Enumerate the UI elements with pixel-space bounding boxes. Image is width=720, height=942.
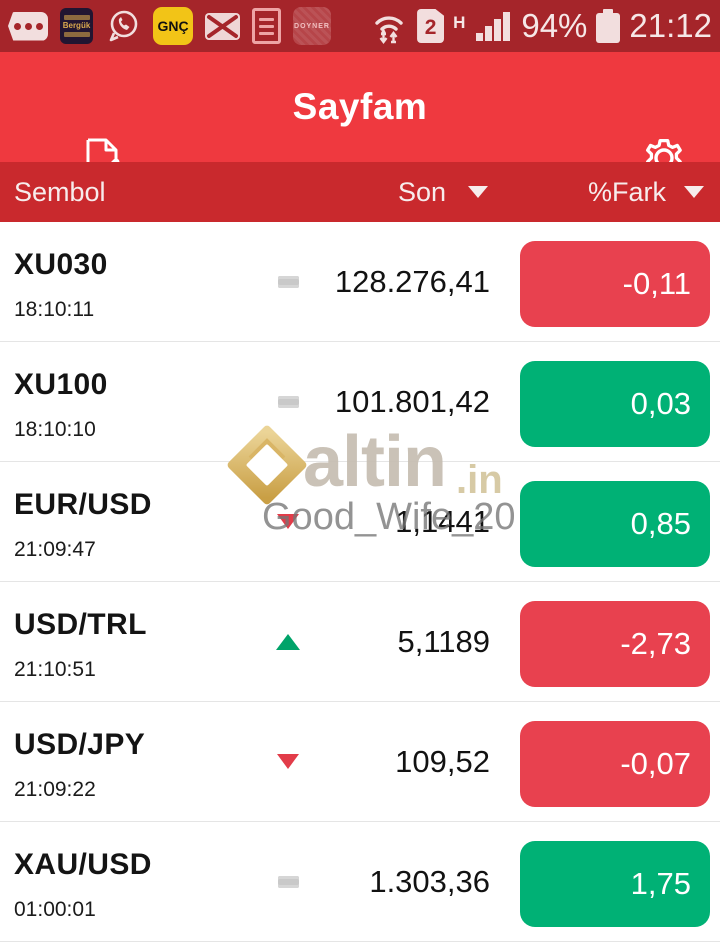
last-price: 1,1441 [395, 503, 490, 539]
wifi-data-icon [375, 16, 403, 44]
quote-row[interactable]: USD/TRL 21:10:51 5,1189 -2,73 [0, 582, 720, 702]
bergyk-app-icon: Bergük [60, 8, 93, 44]
more-notifications-icon [8, 11, 48, 41]
doyner-app-icon: DOYNER [293, 7, 331, 45]
quote-row[interactable]: XAU/USD 01:00:01 1.303,36 1,75 [0, 822, 720, 942]
last-price: 101.801,42 [334, 383, 490, 419]
quote-timestamp: 21:09:47 [14, 538, 96, 561]
percent-change-badge: 0,03 [520, 361, 710, 447]
network-type-indicator: H [453, 13, 466, 32]
quote-timestamp: 21:10:51 [14, 658, 96, 681]
signal-strength-icon [476, 12, 511, 41]
last-price: 5,1189 [397, 623, 490, 659]
last-price: 128.276,41 [334, 263, 490, 299]
clock: 21:12 [629, 7, 712, 44]
symbol-label: USD/JPY [14, 728, 146, 761]
status-indicators: 2 H 94% 21:12 [370, 7, 712, 45]
doyner-app-label: DOYNER [294, 22, 330, 30]
symbol-label: EUR/USD [14, 488, 152, 521]
sim-slot-number: 2 [424, 16, 437, 39]
battery-percent: 94% [521, 7, 588, 44]
chevron-down-icon [684, 186, 704, 198]
direction-indicator [270, 822, 306, 941]
symbol-label: XU100 [14, 368, 108, 401]
quote-timestamp: 01:00:01 [14, 898, 96, 921]
status-bar: Bergük GNÇ DOYNER [0, 0, 720, 52]
app-header: Sayfam [0, 52, 720, 182]
percent-change-badge: -0,07 [520, 721, 710, 807]
page-title: Sayfam [292, 86, 428, 127]
quote-row[interactable]: XU100 18:10:10 101.801,42 0,03 [0, 342, 720, 462]
gnc-app-icon: GNÇ [153, 7, 193, 45]
column-symbol-label: Sembol [14, 176, 106, 207]
receipt-icon [252, 8, 281, 44]
percent-change-badge: -2,73 [520, 601, 710, 687]
notification-icons: Bergük GNÇ DOYNER [8, 7, 331, 45]
percent-change-badge: -0,11 [520, 241, 710, 327]
symbol-label: USD/TRL [14, 608, 147, 641]
down-arrow-icon [277, 754, 299, 769]
chevron-down-icon [468, 186, 489, 198]
quote-row[interactable]: XU030 18:10:11 128.276,41 -0,11 [0, 222, 720, 342]
up-arrow-icon [276, 633, 300, 650]
whatsapp-icon [105, 8, 141, 44]
direction-indicator [270, 222, 306, 341]
flat-tick-icon [277, 875, 299, 888]
quote-row[interactable]: USD/JPY 21:09:22 109,52 -0,07 [0, 702, 720, 822]
sort-by-change-button[interactable]: %Fark [588, 177, 704, 208]
symbol-label: XU030 [14, 248, 108, 281]
flat-tick-icon [277, 275, 299, 288]
percent-change-badge: 0,85 [520, 481, 710, 567]
sort-by-last-button[interactable]: Son [398, 176, 489, 208]
symbol-label: XAU/USD [14, 848, 152, 881]
gnc-app-label: GNÇ [157, 18, 189, 34]
quote-row[interactable]: EUR/USD 21:09:47 1,1441 0,85 [0, 462, 720, 582]
quote-timestamp: 18:10:10 [14, 418, 96, 441]
sort-bar: Sembol Son %Fark [0, 162, 720, 222]
down-arrow-icon [277, 514, 299, 529]
battery-icon [596, 9, 621, 43]
direction-indicator [270, 702, 306, 821]
flat-tick-icon [277, 395, 299, 408]
column-change-label: %Fark [587, 176, 666, 207]
mail-icon [205, 12, 240, 40]
quote-list: XU030 18:10:11 128.276,41 -0,11 XU100 18… [0, 222, 720, 942]
direction-indicator [270, 462, 306, 581]
quote-timestamp: 21:09:22 [14, 778, 96, 801]
column-last-label: Son [398, 176, 447, 207]
direction-indicator [270, 342, 306, 461]
direction-indicator [270, 582, 306, 701]
last-price: 109,52 [395, 743, 490, 779]
quote-timestamp: 18:10:11 [14, 298, 95, 321]
bergyk-app-label: Bergük [62, 21, 91, 30]
percent-change-badge: 1,75 [520, 841, 710, 927]
last-price: 1.303,36 [369, 863, 490, 899]
sim-card-icon: 2 [417, 9, 445, 43]
